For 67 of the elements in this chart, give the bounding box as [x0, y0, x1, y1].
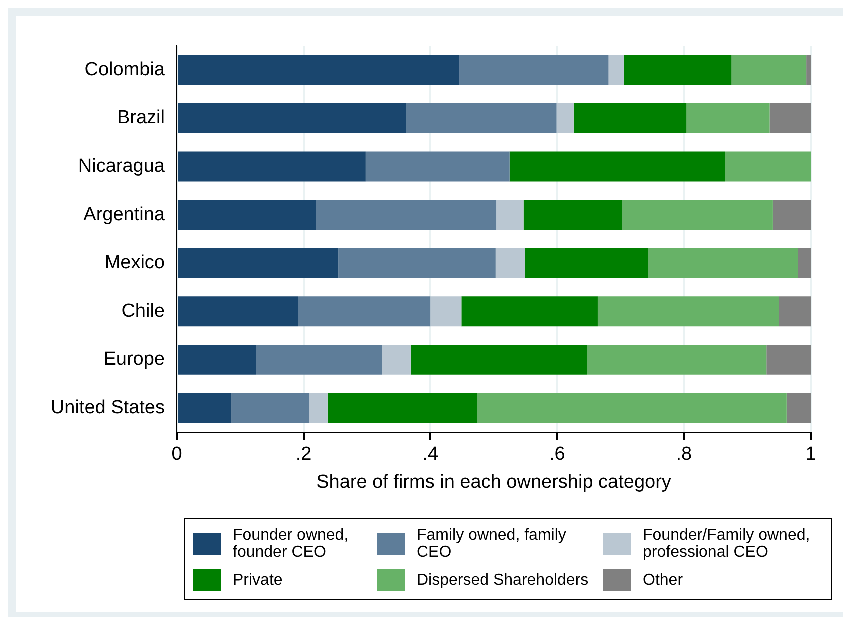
y-tick-label: United States	[50, 397, 165, 418]
bar	[806, 55, 811, 86]
bar	[178, 296, 298, 327]
legend-label: Founder/Family owned, professional CEO	[643, 527, 812, 561]
bar	[686, 103, 770, 134]
y-tick-label: Europe	[104, 349, 165, 370]
y-tick-label: Nicaragua	[78, 156, 166, 177]
y-tick-label: Chile	[122, 300, 165, 322]
x-tick-label: .8	[676, 444, 692, 466]
bar	[598, 296, 780, 327]
x-axis-title: Share of firms in each ownership category	[316, 472, 672, 493]
bar	[382, 344, 411, 375]
bar	[608, 55, 624, 86]
bar	[366, 152, 510, 182]
bar	[496, 200, 524, 230]
bar	[496, 248, 526, 278]
bar	[298, 296, 431, 327]
legend-label: Family owned, family CEO	[417, 527, 568, 561]
y-tick-label: Argentina	[84, 204, 166, 226]
bar	[310, 393, 328, 424]
x-tick-label: 1	[806, 444, 816, 466]
y-tick-label: Mexico	[104, 252, 165, 274]
bar	[574, 103, 687, 134]
bar	[256, 344, 382, 375]
bar	[430, 296, 462, 327]
bar	[338, 248, 496, 278]
bar	[772, 200, 811, 230]
x-tick-label: .6	[549, 444, 566, 466]
bar	[524, 200, 622, 230]
bar	[624, 55, 732, 86]
bar	[725, 152, 811, 182]
bar	[178, 55, 460, 86]
bar	[622, 200, 773, 230]
bar	[406, 103, 557, 134]
x-tick-label: .4	[422, 444, 439, 466]
bar	[328, 393, 478, 424]
legend-label: Private	[233, 572, 283, 588]
x-tick-label: 0	[172, 444, 182, 466]
bar	[232, 393, 310, 424]
bar	[510, 152, 726, 182]
legend-label: Dispersed Shareholders	[417, 572, 589, 588]
bar	[316, 200, 497, 230]
bar	[798, 248, 811, 278]
legend-label: Other	[643, 572, 684, 588]
y-tick-label: Brazil	[117, 108, 165, 129]
y-tick-label: Colombia	[84, 59, 166, 80]
bar	[178, 200, 316, 230]
bar	[766, 344, 811, 375]
bar	[410, 344, 588, 375]
x-tick-label: .2	[296, 444, 312, 466]
bar	[770, 103, 811, 134]
bar	[786, 393, 811, 424]
bar	[178, 393, 232, 424]
bar	[732, 55, 807, 86]
bar	[478, 393, 787, 424]
bar	[556, 103, 574, 134]
bar	[779, 296, 811, 327]
bar	[648, 248, 798, 278]
bar	[460, 55, 609, 86]
bar	[525, 248, 648, 278]
legend-label: Founder owned, founder CEO	[233, 527, 350, 561]
bar	[587, 344, 767, 375]
bar	[178, 248, 339, 278]
bar	[178, 344, 256, 375]
bar	[178, 152, 366, 182]
bar	[462, 296, 598, 327]
bar	[178, 103, 407, 134]
